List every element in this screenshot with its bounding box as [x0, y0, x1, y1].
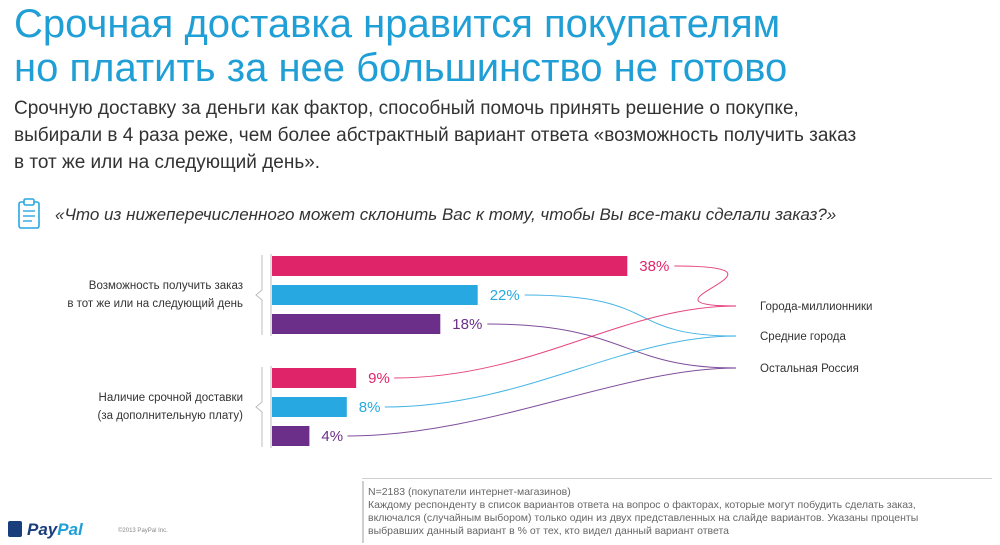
note-line-1: Каждому респонденту в список вариантов о… — [368, 499, 916, 511]
data-label: 4% — [321, 428, 343, 445]
clipboard-icon — [18, 198, 40, 229]
bars — [272, 256, 628, 446]
group-label-line-1: Возможность получить заказ — [89, 280, 243, 292]
connector-line — [347, 367, 737, 437]
sample-size: N=2183 (покупатели интернет-магазинов) — [368, 486, 571, 498]
data-label: 22% — [490, 287, 520, 304]
bar-chart: 38% 22% 18% 9% 8% 4% Возможность получить зак… — [67, 254, 872, 448]
group-label-line-2: (за дополнительную плату) — [98, 410, 244, 422]
legend: Города-миллионники Средние города Остальна… — [760, 301, 872, 375]
lead-line-3: в тот же или на следующий день». — [14, 152, 321, 173]
group-brace — [255, 367, 263, 447]
logo-pal: Pal — [57, 520, 83, 539]
paypal-mark-icon — [8, 521, 22, 537]
data-label: 18% — [452, 316, 482, 333]
bar — [272, 368, 357, 388]
group-label-line-2: в тот же или на следующий день — [67, 298, 243, 310]
data-label: 9% — [368, 370, 390, 387]
paypal-logo: PayPal — [8, 520, 83, 540]
group-label-line-1: Наличие срочной доставки — [99, 392, 243, 404]
legend-entry: Средние города — [760, 331, 847, 343]
connector-line — [524, 294, 737, 337]
value-labels: 38% 22% 18% 9% 8% 4% — [321, 258, 669, 445]
connector-line — [384, 335, 737, 408]
bar — [272, 426, 310, 446]
bar — [272, 314, 441, 334]
bar — [272, 256, 628, 276]
legend-entry: Города-миллионники — [760, 301, 872, 313]
lead-line-1: Срочную доставку за деньги как фактор, с… — [14, 98, 799, 119]
data-label: 38% — [639, 258, 669, 275]
survey-question: «Что из нижеперечисленного может склонит… — [55, 205, 837, 224]
bar — [272, 285, 478, 305]
page-title: Срочная доставка нравится покупателям но… — [14, 2, 989, 90]
footer-divider — [362, 478, 992, 479]
connector-line — [674, 265, 737, 307]
data-label: 8% — [359, 399, 381, 416]
copyright: ©2013 PayPal Inc. — [118, 528, 168, 534]
logo-pay: Pay — [27, 520, 58, 539]
title-line-1: Срочная доставка нравится покупателям — [14, 2, 781, 46]
footer-accent-bar — [362, 481, 364, 543]
title-line-2: но платить за нее большинство не готово — [14, 46, 788, 90]
group-brace — [255, 255, 263, 335]
connector-line — [487, 323, 737, 369]
lead-paragraph: Срочную доставку за деньги как фактор, с… — [14, 95, 989, 176]
connector-line — [394, 305, 737, 379]
legend-entry: Остальная Россия — [760, 363, 859, 375]
legend-connectors — [347, 265, 737, 437]
lead-line-2: выбирали в 4 раза реже, чем более абстра… — [14, 125, 857, 146]
note-line-2: включался (случайным выбором) только оди… — [368, 512, 919, 524]
note-line-3: выбравших данный вариант в % от тех, кто… — [368, 525, 730, 537]
group-labels: Возможность получить заказ в тот же или н… — [67, 254, 272, 448]
bar — [272, 397, 347, 417]
footer-note: N=2183 (покупатели интернет-магазинов) К… — [368, 486, 993, 538]
